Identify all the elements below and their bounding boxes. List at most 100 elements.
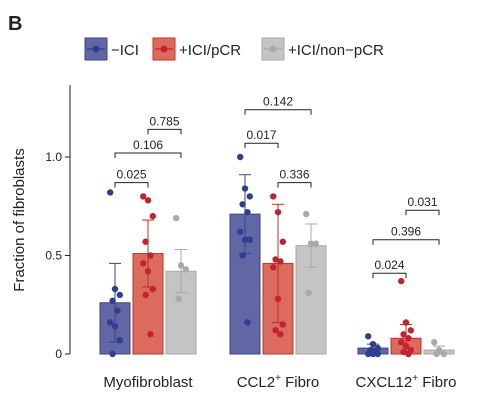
point-0-2-6 (369, 350, 377, 358)
point-1-0-6 (144, 268, 152, 275)
point-1-0-9 (147, 331, 154, 338)
point-1-2-9 (405, 350, 412, 358)
point-0-0-4 (114, 307, 121, 314)
point-1-2-5 (398, 338, 405, 346)
point-0-0-3 (109, 297, 116, 305)
point-2-1-3 (305, 289, 312, 297)
point-0-0-8 (109, 350, 116, 358)
point-0-2-7 (374, 350, 381, 358)
legend-swatch-dot-1 (160, 45, 168, 53)
point-0-1-6 (241, 236, 249, 243)
point-2-0-2 (182, 266, 189, 273)
point-0-1-2 (246, 193, 253, 200)
point-1-0-5 (140, 260, 147, 267)
point-2-2-3 (433, 350, 440, 358)
point-1-2-4 (405, 335, 412, 342)
x-category-suffix-1: Fibro (281, 374, 319, 391)
point-2-0-0 (173, 214, 180, 222)
point-1-1-8 (272, 327, 279, 334)
point-0-1-1 (241, 185, 249, 192)
comparison-bracket-4 (244, 109, 312, 115)
point-1-1-4 (277, 258, 284, 265)
x-category-sup-2: + (412, 373, 418, 384)
comparison-bracket-5 (277, 182, 312, 188)
point-1-2-0 (398, 277, 405, 285)
point-2-2-2 (440, 350, 447, 358)
comparison-bracket-3 (244, 142, 279, 149)
point-1-1-0 (270, 193, 277, 200)
x-category-suffix-2: Fibro (418, 374, 456, 391)
point-1-0-8 (142, 291, 149, 299)
point-0-1-7 (246, 236, 253, 243)
legend-swatch-dot-0 (92, 45, 100, 53)
point-2-0-3 (175, 295, 182, 303)
point-1-0-0 (140, 193, 147, 200)
point-2-1-2 (312, 240, 319, 247)
x-category-name-1: CCL2 (237, 374, 275, 391)
point-2-2-0 (431, 338, 438, 346)
comparison-bracket-6 (372, 272, 407, 279)
x-category-label-1: CCL2+ Fibro (237, 373, 320, 391)
p-value-label-2: 0.785 (149, 114, 179, 128)
point-0-0-2 (116, 291, 124, 299)
point-0-1-0 (237, 153, 244, 161)
point-1-2-2 (407, 327, 414, 334)
point-1-1-7 (279, 321, 286, 328)
comparison-bracket-8 (405, 209, 440, 216)
p-value-label-7: 0.396 (391, 225, 421, 239)
point-0-0-1 (111, 285, 119, 293)
legend-label-2: +ICI/non−pCR (288, 42, 384, 59)
comparison-bracket-0 (114, 182, 149, 188)
point-0-1-4 (244, 208, 251, 216)
point-0-0-5 (107, 319, 114, 326)
point-1-2-8 (400, 348, 407, 356)
p-value-label-5: 0.336 (279, 168, 309, 182)
y-axis-label: Fraction of fibroblasts (11, 148, 28, 291)
point-1-1-5 (270, 264, 277, 271)
x-category-sup-1: + (275, 373, 281, 384)
point-1-0-3 (142, 238, 149, 245)
point-0-2-5 (365, 350, 372, 358)
point-0-0-7 (116, 337, 124, 344)
point-0-0-6 (111, 323, 119, 330)
x-category-label-0: Myofibroblast (103, 374, 193, 391)
bars (99, 153, 455, 358)
x-category-name-2: CXCL12 (356, 374, 413, 391)
point-1-1-9 (277, 331, 284, 338)
p-value-label-0: 0.025 (116, 168, 146, 182)
point-1-2-1 (402, 319, 410, 326)
legend-label-0: −ICI (111, 42, 139, 59)
comparison-bracket-2 (147, 128, 182, 135)
point-1-0-2 (149, 212, 156, 220)
point-2-1-1 (307, 240, 315, 247)
point-0-2-1 (369, 340, 377, 348)
legend-label-1: +ICI/pCR (179, 42, 241, 59)
comparison-bracket-7 (372, 239, 440, 245)
point-1-1-6 (274, 295, 282, 303)
point-1-0-7 (149, 285, 156, 293)
point-2-0-1 (177, 262, 185, 269)
point-0-1-3 (239, 201, 246, 208)
point-0-1-5 (237, 228, 244, 236)
legend: −ICI +ICI/pCR +ICI/non−pCR (84, 37, 384, 61)
point-1-1-2 (279, 238, 286, 245)
comparison-brackets: 0.025 0.106 0.785 0.017 0.142 0.336 0.024 0.396… (114, 95, 440, 279)
point-0-1-8 (239, 252, 246, 259)
y-tick-label-0: 0 (55, 347, 62, 361)
point-1-2-3 (400, 331, 407, 338)
x-category-name-0: Myofibroblast (103, 374, 193, 391)
x-category-label-2: CXCL12+ Fibro (356, 373, 457, 391)
y-tick-label-2: 1.0 (45, 150, 62, 164)
point-2-1-0 (303, 210, 310, 218)
p-value-label-3: 0.017 (246, 128, 276, 142)
axes: 0 0.5 1.0 Fraction of fibroblasts Myofibrobl… (11, 85, 457, 391)
y-tick-label-1: 0.5 (45, 249, 62, 263)
point-0-1-9 (244, 319, 251, 326)
p-value-label-8: 0.031 (407, 195, 437, 209)
point-0-0-0 (107, 189, 114, 196)
p-value-label-4: 0.142 (263, 95, 293, 109)
p-value-label-6: 0.024 (374, 258, 404, 272)
legend-swatch-dot-2 (269, 45, 277, 53)
point-1-1-3 (272, 256, 279, 263)
